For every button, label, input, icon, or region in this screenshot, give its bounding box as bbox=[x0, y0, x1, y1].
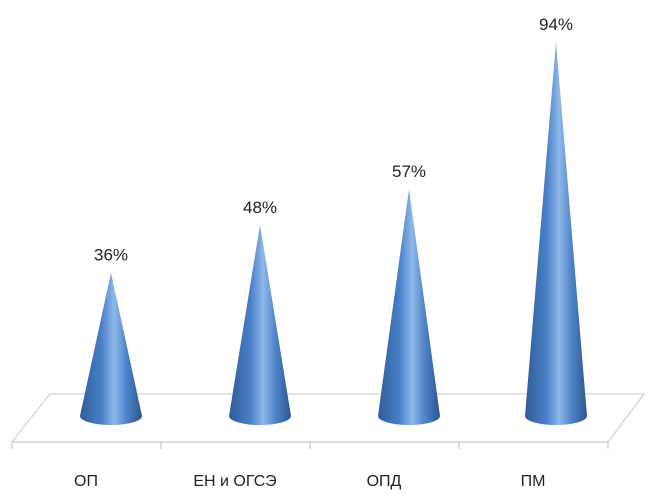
category-label-2: ЕН и ОГСЭ bbox=[193, 473, 276, 490]
data-label-3: 57% bbox=[392, 162, 426, 181]
cone-body bbox=[80, 272, 142, 425]
cone-body bbox=[378, 189, 440, 425]
cone-series bbox=[80, 41, 587, 425]
category-label-4: ПМ bbox=[521, 473, 546, 490]
cone-body bbox=[525, 41, 587, 425]
data-labels: 36% 48% 57% 94% bbox=[94, 15, 573, 265]
cone-3 bbox=[378, 189, 440, 425]
cone-2 bbox=[229, 224, 291, 425]
category-labels: ОП ЕН и ОГСЭ ОПД ПМ bbox=[74, 473, 545, 490]
data-label-1: 36% bbox=[94, 246, 128, 265]
cone-1 bbox=[80, 272, 142, 425]
data-label-4: 94% bbox=[539, 15, 573, 34]
x-axis-ticks bbox=[11, 442, 609, 449]
category-label-3: ОПД bbox=[367, 473, 402, 490]
category-label-1: ОП bbox=[74, 473, 98, 490]
cone-4 bbox=[525, 41, 587, 425]
cone-body bbox=[229, 224, 291, 425]
data-label-2: 48% bbox=[243, 198, 277, 217]
